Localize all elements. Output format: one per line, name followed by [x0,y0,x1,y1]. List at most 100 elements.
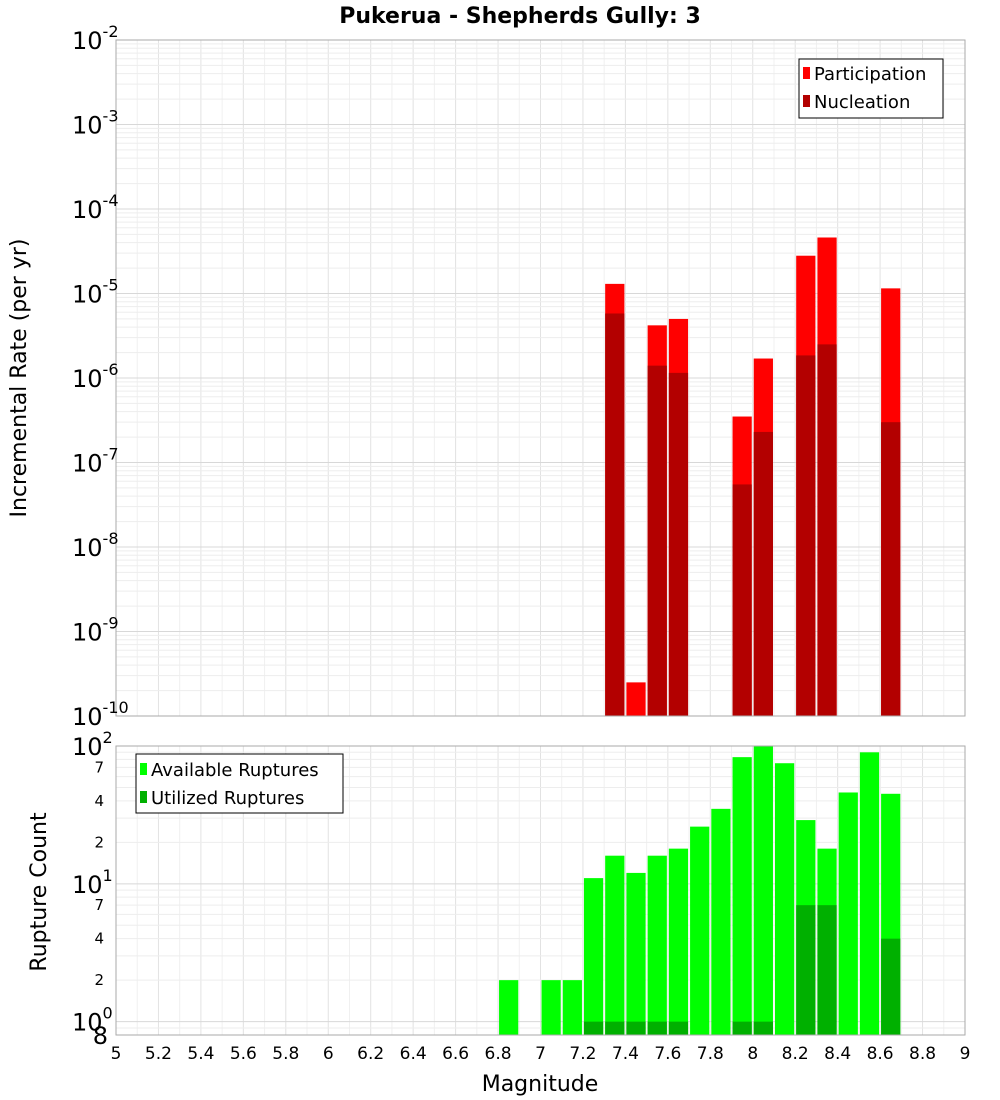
legend-label-utilized: Utilized Ruptures [151,788,304,809]
bottom-y-tick-labels: 102 101 100 7 4 2 7 4 2 8 [72,728,113,1050]
count-bar-a [541,980,561,1035]
bottom-panel: 102 101 100 7 4 2 7 4 2 8 5 5.2 5.4 5.6 5.8 6 6.2 6.4 6.6… [27,728,970,1097]
top-grid [115,39,966,717]
bottom-y-tick-label: 100 [72,1004,113,1037]
top-y-tick-label: 10-4 [72,191,119,224]
x-axis-label: Magnitude [482,1072,599,1097]
top-panel: 10-2 10-3 10-4 10-5 10-6 10-7 10-8 10-9 10-10 In… [7,22,966,731]
legend-swatch-participation [803,67,810,79]
x-tick-label: 6.8 [485,1044,512,1064]
count-bar-b [753,1021,773,1035]
bottom-y-axis-label: Rupture Count [27,812,52,972]
x-tick-label: 9 [960,1044,971,1064]
bottom-y-minor-tick-label: 7 [94,896,104,914]
bottom-legend-box [135,753,344,814]
count-bar-b [796,905,816,1035]
x-tick-label: 5.6 [230,1044,257,1064]
bottom-y-minor-tick-label: 2 [94,833,104,851]
x-tick-labels: 5 5.2 5.4 5.6 5.8 6 6.2 6.4 6.6 6.8 7 7.2 7.4 7.6 7.8 8… [111,1044,971,1064]
rate-bar-b [605,313,625,716]
top-legend-box [798,58,944,119]
count-bar-b [732,1021,752,1035]
x-tick-label: 8.8 [909,1044,936,1064]
count-bar-a [838,792,858,1035]
top-y-tick-label: 10-2 [72,22,119,55]
bottom-plot-border [115,745,966,1036]
x-tick-label: 8 [747,1044,758,1064]
legend-swatch-available [140,763,147,775]
bottom-y-minor-tick-label: 4 [94,930,104,948]
count-bar-b [668,1021,689,1035]
top-y-tick-label: 10-10 [72,698,129,731]
top-y-axis-label: Incremental Rate (per yr) [7,239,32,518]
rate-bar-b [753,431,773,716]
bottom-legend: Available Ruptures Utilized Ruptures [135,753,344,814]
count-bar-a [583,878,604,1035]
count-bar-b [626,1021,646,1035]
rate-bar-b [732,484,752,716]
count-bar-a [732,757,752,1035]
top-plot-border [115,39,966,717]
x-tick-label: 6 [323,1044,334,1064]
x-tick-label: 6.2 [357,1044,384,1064]
count-bar-a [562,980,582,1035]
rate-bar-b [668,372,689,716]
bottom-y-tick-label: 102 [72,728,113,761]
top-y-tick-label: 10-6 [72,360,119,393]
x-tick-label: 8.2 [782,1044,809,1064]
count-bar-a [626,872,646,1035]
x-tick-label: 6.4 [400,1044,427,1064]
count-bar-a [605,855,625,1035]
count-bar-a [753,746,773,1035]
bottom-bars [499,746,901,1035]
x-tick-label: 7.4 [612,1044,639,1064]
top-y-tick-label: 10-5 [72,276,119,309]
x-tick-label: 7.8 [697,1044,724,1064]
x-tick-label: 5.4 [187,1044,214,1064]
top-y-tick-label: 10-7 [72,445,119,478]
top-legend: Participation Nucleation [798,58,944,119]
x-tick-label: 8.4 [824,1044,851,1064]
rate-bar-b [796,355,816,716]
x-tick-label: 8.6 [867,1044,894,1064]
x-tick-label: 5 [111,1044,122,1064]
count-bar-b [583,1021,604,1035]
legend-swatch-nucleation [803,95,810,107]
top-y-tick-labels: 10-2 10-3 10-4 10-5 10-6 10-7 10-8 10-9 10-10 [72,22,129,731]
legend-label-available: Available Ruptures [151,760,319,781]
chart-title: Pukerua - Shepherds Gully: 3 [339,4,701,29]
rate-bar-a [626,682,646,716]
x-tick-label: 6.6 [442,1044,469,1064]
count-bar-a [690,826,710,1035]
top-bars [605,237,901,717]
x-tick-label: 7.6 [654,1044,681,1064]
count-bar-b [605,1021,625,1035]
count-bar-a [499,980,519,1035]
x-tick-label: 7.2 [569,1044,596,1064]
rate-bar-b [817,344,837,716]
bottom-y-minor-tick-label: 2 [94,971,104,989]
bottom-y-minor-tick-label: 4 [94,792,104,810]
rate-bar-b [647,365,667,716]
count-bar-a [859,752,880,1035]
bottom-y-minor-tick-label: 7 [94,758,104,776]
x-tick-label: 7 [535,1044,546,1064]
count-bar-b [647,1021,667,1035]
count-bar-b [881,938,901,1035]
count-bar-a [647,855,667,1035]
x-tick-label: 5.2 [145,1044,172,1064]
count-bar-a [668,848,689,1035]
legend-label-nucleation: Nucleation [814,92,910,113]
legend-label-participation: Participation [814,64,926,85]
top-y-tick-label: 10-9 [72,614,119,647]
bottom-y-min-label: 8 [93,1022,108,1050]
count-bar-b [817,905,837,1035]
legend-swatch-utilized [140,791,147,803]
bottom-y-tick-label: 101 [72,866,113,899]
count-bar-a [711,808,731,1035]
count-bar-a [774,763,795,1035]
top-y-tick-label: 10-3 [72,107,119,140]
top-y-tick-label: 10-8 [72,529,119,562]
rate-bar-b [881,422,901,716]
